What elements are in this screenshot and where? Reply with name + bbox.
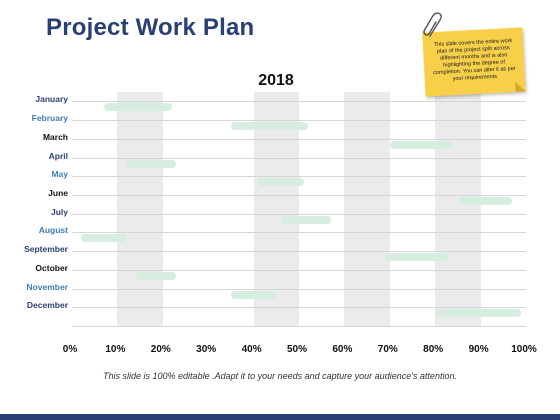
sticky-note-text: This slide covers the entire work plan o… bbox=[433, 37, 516, 83]
month-label: April bbox=[48, 150, 68, 161]
grid-line bbox=[72, 139, 526, 140]
grid-line bbox=[72, 214, 526, 215]
month-label: August bbox=[38, 225, 68, 236]
gantt-chart bbox=[72, 92, 526, 327]
grid-line bbox=[72, 307, 526, 308]
column-band bbox=[253, 92, 299, 326]
slide-caption: This slide is 100% editable .Adapt it to… bbox=[103, 371, 457, 381]
x-tick-label: 0% bbox=[62, 344, 78, 355]
month-label: December bbox=[26, 300, 68, 311]
x-tick-label: 60% bbox=[332, 344, 353, 355]
month-label: October bbox=[35, 262, 68, 273]
column-band bbox=[117, 92, 163, 326]
task-bar[interactable] bbox=[81, 234, 127, 243]
grid-line bbox=[72, 251, 526, 252]
column-band bbox=[435, 92, 481, 326]
task-bar[interactable] bbox=[103, 103, 172, 112]
task-bar[interactable] bbox=[435, 309, 522, 318]
month-label: February bbox=[31, 113, 68, 124]
grid-line bbox=[72, 289, 526, 290]
x-tick-label: 40% bbox=[241, 344, 262, 355]
x-tick-label: 10% bbox=[105, 344, 126, 355]
task-bar[interactable] bbox=[457, 196, 513, 205]
chart-title: 2018 bbox=[258, 72, 294, 89]
task-bar[interactable] bbox=[135, 271, 177, 280]
x-tick-label: 20% bbox=[150, 344, 171, 355]
grid-line bbox=[72, 232, 526, 233]
grid-line bbox=[72, 195, 526, 196]
month-label: September bbox=[24, 244, 68, 255]
month-label: November bbox=[26, 281, 68, 292]
task-bar[interactable] bbox=[280, 215, 331, 224]
x-tick-label: 50% bbox=[286, 344, 307, 355]
paperclip-icon bbox=[423, 12, 442, 37]
month-label: June bbox=[48, 187, 68, 198]
grid-line bbox=[72, 158, 526, 159]
grid-line bbox=[72, 326, 526, 327]
task-bar[interactable] bbox=[230, 122, 309, 131]
x-tick-label: 70% bbox=[377, 344, 398, 355]
month-label: March bbox=[42, 131, 68, 142]
grid-line bbox=[72, 270, 526, 271]
month-label: May bbox=[51, 169, 68, 180]
grid-line bbox=[72, 120, 526, 121]
grid-line bbox=[72, 176, 526, 177]
x-tick-label: 30% bbox=[196, 344, 217, 355]
grid-line bbox=[72, 101, 526, 102]
month-label: January bbox=[35, 94, 68, 105]
task-bar[interactable] bbox=[385, 253, 449, 262]
month-label: July bbox=[50, 206, 68, 217]
x-tick-label: 80% bbox=[423, 344, 444, 355]
footer-bar bbox=[0, 414, 560, 420]
task-bar[interactable] bbox=[389, 140, 454, 149]
task-bar[interactable] bbox=[230, 290, 277, 299]
sticky-note-fold bbox=[515, 81, 526, 92]
page-title: Project Work Plan bbox=[46, 14, 255, 41]
x-tick-label: 90% bbox=[468, 344, 489, 355]
column-band bbox=[344, 92, 390, 326]
task-bar[interactable] bbox=[126, 159, 177, 168]
x-tick-label: 100% bbox=[511, 344, 537, 355]
task-bar[interactable] bbox=[258, 178, 304, 187]
